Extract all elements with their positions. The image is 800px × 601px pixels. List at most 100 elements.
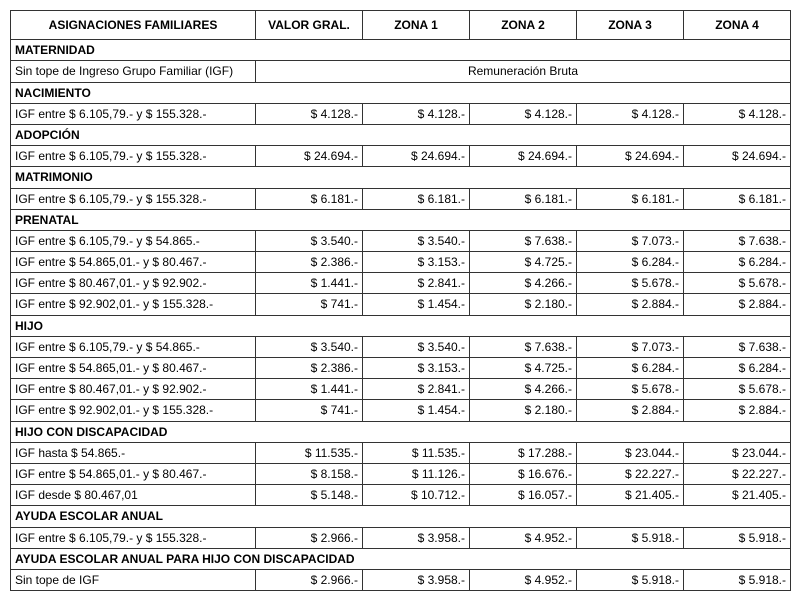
value-cell: $ 7.638.- xyxy=(684,336,791,357)
table-row: MATERNIDAD xyxy=(11,40,791,61)
value-cell: $ 6.181.- xyxy=(470,188,577,209)
value-cell: $ 6.284.- xyxy=(684,252,791,273)
value-cell: $ 17.288.- xyxy=(470,442,577,463)
value-cell: $ 4.128.- xyxy=(684,103,791,124)
row-description: IGF entre $ 80.467,01.- y $ 92.902.- xyxy=(11,273,256,294)
value-cell: $ 3.540.- xyxy=(363,230,470,251)
row-description: IGF entre $ 6.105,79.- y $ 155.328.- xyxy=(11,146,256,167)
table-row: HIJO CON DISCAPACIDAD xyxy=(11,421,791,442)
table-row: IGF entre $ 54.865,01.- y $ 80.467.-$ 2.… xyxy=(11,252,791,273)
row-description: IGF entre $ 80.467,01.- y $ 92.902.- xyxy=(11,379,256,400)
value-cell: $ 2.386.- xyxy=(256,358,363,379)
row-description: Sin tope de IGF xyxy=(11,569,256,590)
row-description: IGF entre $ 54.865,01.- y $ 80.467.- xyxy=(11,252,256,273)
value-cell: $ 5.678.- xyxy=(684,273,791,294)
col-header-zona-1: ZONA 1 xyxy=(363,11,470,40)
value-cell: $ 1.441.- xyxy=(256,379,363,400)
table-row: AYUDA ESCOLAR ANUAL xyxy=(11,506,791,527)
table-row: IGF entre $ 92.902,01.- y $ 155.328.-$ 7… xyxy=(11,400,791,421)
value-cell: $ 5.918.- xyxy=(577,569,684,590)
row-description: IGF entre $ 54.865,01.- y $ 80.467.- xyxy=(11,358,256,379)
row-description: IGF desde $ 80.467,01 xyxy=(11,485,256,506)
value-cell: $ 3.540.- xyxy=(363,336,470,357)
value-cell: $ 2.841.- xyxy=(363,379,470,400)
table-row: IGF hasta $ 54.865.-$ 11.535.-$ 11.535.-… xyxy=(11,442,791,463)
value-cell: $ 11.535.- xyxy=(256,442,363,463)
row-description: IGF entre $ 6.105,79.- y $ 54.865.- xyxy=(11,336,256,357)
table-row: IGF entre $ 80.467,01.- y $ 92.902.-$ 1.… xyxy=(11,273,791,294)
value-cell: $ 2.386.- xyxy=(256,252,363,273)
value-cell: $ 24.694.- xyxy=(577,146,684,167)
table-row: Sin tope de IGF$ 2.966.-$ 3.958.-$ 4.952… xyxy=(11,569,791,590)
table-row: IGF entre $ 92.902,01.- y $ 155.328.-$ 7… xyxy=(11,294,791,315)
value-cell: $ 6.284.- xyxy=(577,252,684,273)
value-cell: $ 2.884.- xyxy=(684,294,791,315)
section-header: MATERNIDAD xyxy=(11,40,791,61)
value-cell: $ 6.284.- xyxy=(684,358,791,379)
value-cell: $ 6.181.- xyxy=(577,188,684,209)
value-cell: $ 2.966.- xyxy=(256,527,363,548)
table-row: MATRIMONIO xyxy=(11,167,791,188)
value-cell: $ 22.227.- xyxy=(577,463,684,484)
table-row: HIJO xyxy=(11,315,791,336)
table-row: ADOPCIÓN xyxy=(11,124,791,145)
value-cell: $ 2.884.- xyxy=(577,294,684,315)
value-cell: $ 741.- xyxy=(256,400,363,421)
table-row: IGF entre $ 6.105,79.- y $ 155.328.-$ 4.… xyxy=(11,103,791,124)
value-cell: $ 23.044.- xyxy=(577,442,684,463)
col-header-zona-3: ZONA 3 xyxy=(577,11,684,40)
value-cell: $ 4.725.- xyxy=(470,252,577,273)
row-description: IGF entre $ 6.105,79.- y $ 155.328.- xyxy=(11,527,256,548)
value-cell: $ 7.638.- xyxy=(470,336,577,357)
value-cell: $ 2.966.- xyxy=(256,569,363,590)
section-header: PRENATAL xyxy=(11,209,791,230)
table-row: IGF entre $ 6.105,79.- y $ 155.328.- $ 24… xyxy=(11,146,791,167)
value-cell: $ 5.918.- xyxy=(684,569,791,590)
col-header-descripcion: ASIGNACIONES FAMILIARES xyxy=(11,11,256,40)
value-cell: $ 24.694.- xyxy=(684,146,791,167)
value-cell: $ 10.712.- xyxy=(363,485,470,506)
col-header-zona-4: ZONA 4 xyxy=(684,11,791,40)
table-row: IGF entre $ 54.865,01.- y $ 80.467.-$ 2.… xyxy=(11,358,791,379)
value-cell: $ 4.266.- xyxy=(470,273,577,294)
table-row: PRENATAL xyxy=(11,209,791,230)
row-description: IGF entre $ 92.902,01.- y $ 155.328.- xyxy=(11,294,256,315)
value-cell: $ 1.454.- xyxy=(363,294,470,315)
value-cell: $ 16.057.- xyxy=(470,485,577,506)
value-cell: $ 7.073.- xyxy=(577,336,684,357)
table-row: IGF entre $ 6.105,79.- y $ 54.865.- $ 3.5… xyxy=(11,336,791,357)
value-cell: $ 11.126.- xyxy=(363,463,470,484)
value-cell: $ 5.918.- xyxy=(684,527,791,548)
section-header: AYUDA ESCOLAR ANUAL PARA HIJO CON DISCAP… xyxy=(11,548,791,569)
col-header-valor-gral: VALOR GRAL. xyxy=(256,11,363,40)
value-cell: $ 5.678.- xyxy=(577,379,684,400)
value-cell: $ 4.952.- xyxy=(470,527,577,548)
value-cell: $ 24.694.- xyxy=(470,146,577,167)
section-header: NACIMIENTO xyxy=(11,82,791,103)
section-header: AYUDA ESCOLAR ANUAL xyxy=(11,506,791,527)
table-row: IGF entre $ 80.467,01.- y $ 92.902.-$ 1.… xyxy=(11,379,791,400)
table-row: IGF entre $ 6.105,79.- y $ 155.328.-$ 6.… xyxy=(11,188,791,209)
row-description: IGF entre $ 6.105,79.- y $ 54.865.- xyxy=(11,230,256,251)
merged-value: Remuneración Bruta xyxy=(256,61,791,82)
value-cell: $ 3.153.- xyxy=(363,358,470,379)
value-cell: $ 3.540.- xyxy=(256,230,363,251)
row-description: IGF hasta $ 54.865.- xyxy=(11,442,256,463)
value-cell: $ 4.952.- xyxy=(470,569,577,590)
value-cell: $ 4.266.- xyxy=(470,379,577,400)
value-cell: $ 6.181.- xyxy=(684,188,791,209)
row-description: IGF entre $ 54.865,01.- y $ 80.467.- xyxy=(11,463,256,484)
value-cell: $ 3.958.- xyxy=(363,569,470,590)
value-cell: $ 5.918.- xyxy=(577,527,684,548)
table-header-row: ASIGNACIONES FAMILIARES VALOR GRAL. ZONA… xyxy=(11,11,791,40)
value-cell: $ 1.454.- xyxy=(363,400,470,421)
table-row: IGF entre $ 6.105,79.- y $ 155.328.-$ 2.… xyxy=(11,527,791,548)
col-header-zona-2: ZONA 2 xyxy=(470,11,577,40)
value-cell: $ 5.678.- xyxy=(577,273,684,294)
asignaciones-familiares-table: ASIGNACIONES FAMILIARES VALOR GRAL. ZONA… xyxy=(10,10,791,591)
table-row: IGF desde $ 80.467,01$ 5.148.-$ 10.712.-… xyxy=(11,485,791,506)
value-cell: $ 21.405.- xyxy=(684,485,791,506)
value-cell: $ 2.884.- xyxy=(684,400,791,421)
value-cell: $ 1.441.- xyxy=(256,273,363,294)
value-cell: $ 7.638.- xyxy=(470,230,577,251)
